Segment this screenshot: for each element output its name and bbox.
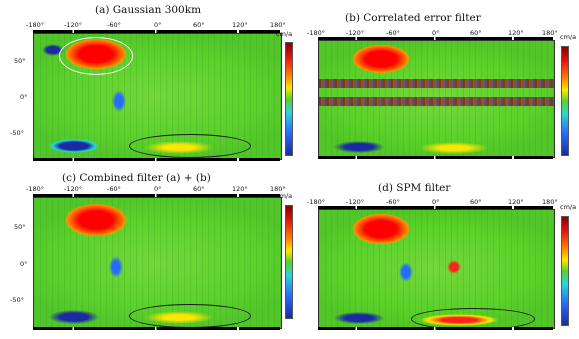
lon-tick: 180° (542, 29, 558, 37)
lon-tick: 180° (270, 185, 286, 193)
lat-tick: 0° (20, 93, 28, 101)
map-frame-top (33, 194, 280, 197)
anomaly-amazon (399, 262, 413, 282)
anomaly-antarctica-east (419, 142, 489, 154)
basin-outline (411, 308, 535, 328)
stripe-artifact (319, 97, 554, 106)
panel-a: (a) Gaussian 300km -180° -120° -60° 0° 6… (0, 0, 293, 170)
lat-tick: 50° (14, 57, 26, 65)
panel-d: (d) SPM filter -180° -120° -60° 0° 60° 1… (290, 170, 579, 339)
lon-tick: -60° (386, 29, 400, 37)
lon-tick: -180° (26, 185, 45, 193)
anomaly-greenland (353, 214, 409, 244)
lon-tick: 120° (508, 29, 524, 37)
lon-tick: 180° (542, 198, 558, 206)
lon-tick: 60° (470, 198, 482, 206)
lon-tick: -60° (107, 21, 121, 29)
lon-tick: -120° (346, 29, 365, 37)
lon-tick: 60° (193, 21, 205, 29)
colorbar (561, 216, 569, 326)
anomaly-greenland (353, 45, 409, 73)
map-frame-top (318, 206, 553, 209)
lon-tick: -180° (307, 29, 326, 37)
lat-tick: 0° (20, 260, 28, 268)
map-frame-bottom (33, 327, 280, 330)
colorbar-unit: cm/a (560, 33, 577, 41)
anomaly-amazon (109, 256, 123, 278)
map-plot (318, 209, 555, 329)
anomaly-alaska (42, 44, 64, 56)
lon-tick: 0° (154, 185, 162, 193)
anomaly-antarctica-west (334, 312, 384, 324)
lon-tick: 180° (270, 21, 286, 29)
lon-tick: 120° (232, 185, 248, 193)
lon-tick: -60° (386, 198, 400, 206)
stripe-artifact (319, 79, 554, 88)
map-plot (33, 197, 282, 329)
anomaly-antarctica-west (334, 141, 384, 153)
basin-outline (129, 134, 251, 158)
colorbar-unit: cm/a (276, 30, 293, 38)
lon-tick: 60° (470, 29, 482, 37)
lat-tick: -50° (10, 129, 24, 137)
basin-outline (59, 37, 133, 75)
panel-title: (a) Gaussian 300km (95, 4, 202, 16)
lat-tick: 50° (14, 223, 26, 231)
map-frame-bottom (318, 327, 553, 330)
lon-tick: -180° (26, 21, 45, 29)
colorbar (285, 205, 293, 319)
anomaly-greenland (66, 204, 126, 236)
colorbar (285, 42, 293, 156)
lon-tick: 0° (154, 21, 162, 29)
lon-tick: 0° (432, 198, 440, 206)
map-plot (318, 40, 555, 158)
panel-title: (c) Combined filter (a) + (b) (62, 172, 211, 184)
map-frame-bottom (318, 156, 553, 159)
lon-tick: -180° (307, 198, 326, 206)
lon-tick: 0° (432, 29, 440, 37)
lon-tick: -120° (64, 185, 83, 193)
map-frame-top (33, 30, 280, 33)
lat-tick: -50° (10, 296, 24, 304)
panel-title: (b) Correlated error filter (345, 12, 481, 24)
lon-tick: -60° (107, 185, 121, 193)
lon-tick: -120° (346, 198, 365, 206)
anomaly-antarctica-west (49, 139, 99, 153)
basin-outline (129, 304, 251, 328)
anomaly-antarctica-west (49, 310, 99, 324)
map-frame-bottom (33, 158, 280, 161)
anomaly-africa (447, 260, 461, 274)
panel-b: (b) Correlated error filter -180° -120° … (290, 0, 579, 170)
colorbar-unit: cm/a (560, 203, 577, 211)
colorbar (561, 46, 569, 156)
colorbar-unit: cm/a (276, 192, 293, 200)
panel-c: (c) Combined filter (a) + (b) -180° -120… (0, 170, 293, 339)
lon-tick: 60° (193, 185, 205, 193)
map-plot (33, 33, 282, 160)
lon-tick: 120° (508, 198, 524, 206)
map-frame-top (318, 37, 553, 40)
lon-tick: 120° (232, 21, 248, 29)
lon-tick: -120° (64, 21, 83, 29)
panel-title: (d) SPM filter (378, 182, 451, 194)
anomaly-amazon (112, 90, 126, 112)
